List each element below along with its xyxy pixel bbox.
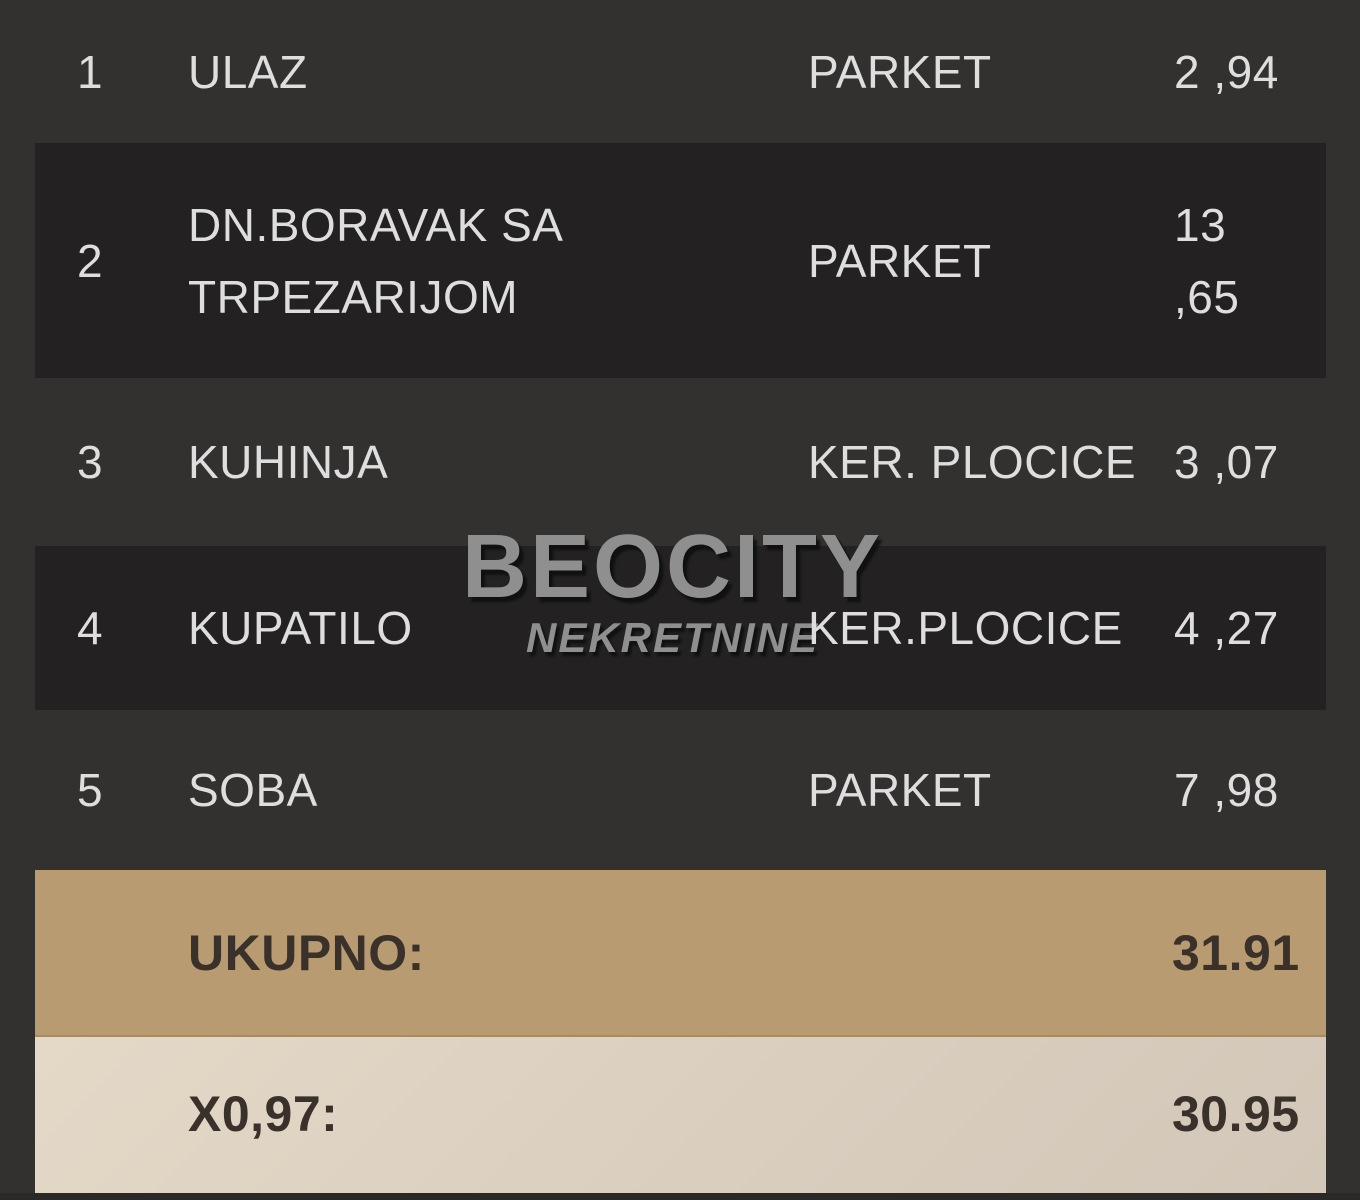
- row-number: 5: [76, 764, 104, 816]
- total-value: 31.91: [1172, 924, 1300, 981]
- table-row: 3 KUHINJA KER. PLOCICE 3 ,07: [0, 378, 1360, 546]
- reduced-total-row: X0,97: 30.95: [0, 1035, 1360, 1193]
- room-name: ULAZ: [188, 45, 308, 98]
- bottom-edge-strip: [0, 1193, 1360, 1200]
- row-highlight-box: [35, 546, 1326, 710]
- total-row-box: [35, 870, 1326, 1035]
- room-name: KUHINJA: [188, 436, 389, 488]
- floor-type: PARKET: [808, 234, 992, 287]
- floor-type: KER. PLOCICE: [808, 436, 1137, 488]
- room-area: 3 ,07: [1174, 436, 1279, 488]
- table-row: 4 KUPATILO KER.PLOCICE 4 ,27: [0, 546, 1360, 710]
- room-area: 4 ,27: [1174, 602, 1279, 654]
- total-label: UKUPNO:: [188, 924, 425, 981]
- row-number: 1: [76, 45, 104, 98]
- total-row: UKUPNO: 31.91: [0, 870, 1360, 1035]
- floor-type: PARKET: [808, 764, 992, 816]
- room-area: 13 ,65: [1174, 198, 1240, 323]
- floor-type: PARKET: [808, 45, 992, 98]
- room-name: DN.BORAVAK SA TRPEZARIJOM: [188, 198, 561, 323]
- row-number: 2: [76, 234, 104, 287]
- room-name: KUPATILO: [188, 602, 413, 654]
- reduced-total-row-box: [35, 1035, 1326, 1193]
- table-row: 2 DN.BORAVAK SA TRPEZARIJOM PARKET 13 ,6…: [0, 143, 1360, 378]
- table-row: 1 ULAZ PARKET 2 ,94: [0, 0, 1360, 143]
- row-number: 4: [76, 602, 104, 654]
- reduced-total-label: X0,97:: [188, 1086, 339, 1142]
- floor-type: KER.PLOCICE: [808, 602, 1123, 654]
- room-area: 7 ,98: [1174, 764, 1279, 816]
- room-name: SOBA: [188, 764, 318, 816]
- room-area: 2 ,94: [1174, 45, 1279, 98]
- reduced-total-value: 30.95: [1172, 1086, 1300, 1142]
- row-number: 3: [76, 436, 104, 488]
- row-highlight-box: [35, 143, 1326, 378]
- table-row: 5 SOBA PARKET 7 ,98: [0, 710, 1360, 870]
